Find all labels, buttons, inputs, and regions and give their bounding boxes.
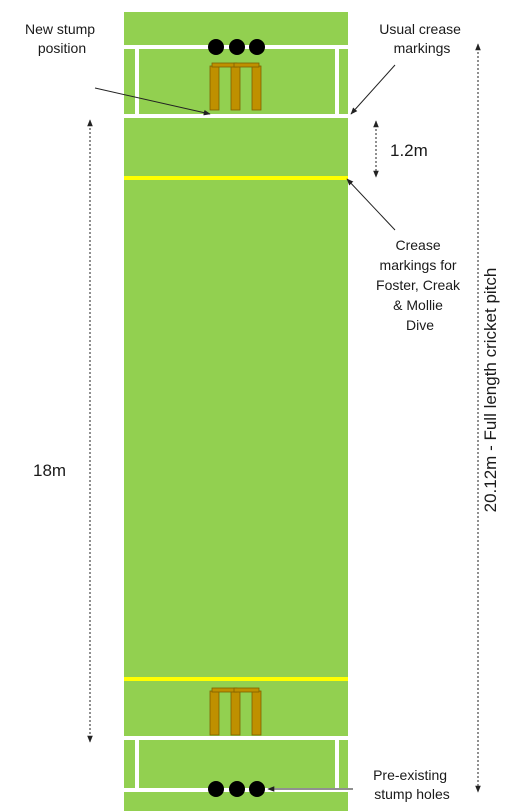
full-length-label: 20.12m - Full length cricket pitch	[481, 268, 500, 513]
stumps	[209, 62, 262, 736]
gap-label: 1.2m	[390, 141, 428, 160]
short-length-label: 18m	[33, 461, 66, 480]
crease-markings-label: Crease markings for Foster, Creak & Moll…	[376, 237, 464, 333]
stump-holes-label: Pre-existing stump holes	[373, 767, 451, 802]
arrows	[87, 43, 481, 793]
new-crease	[124, 176, 348, 681]
usual-crease-label: Usual crease markings	[379, 21, 465, 56]
new-stump-label: New stump position	[25, 21, 99, 56]
stump-holes	[208, 39, 265, 797]
